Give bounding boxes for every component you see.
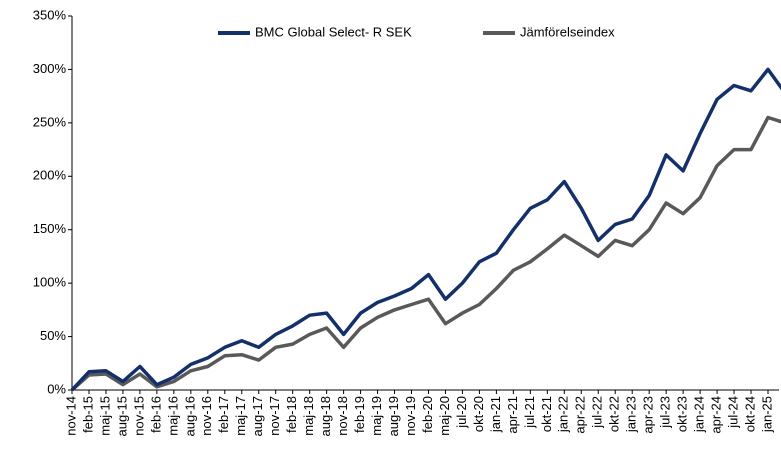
x-tick-label: nov-19 [403, 396, 418, 436]
x-tick-label: apr-23 [641, 396, 656, 434]
x-tick-label: nov-14 [63, 396, 78, 436]
x-tick-label: okt-24 [742, 396, 757, 432]
x-tick-label: aug-15 [114, 396, 129, 436]
series-line [70, 67, 781, 392]
x-tick-label: feb-19 [352, 396, 367, 433]
x-tick-label: maj-18 [301, 396, 316, 436]
x-tick-label: apr-22 [573, 396, 588, 434]
x-tick-label: nov-16 [199, 396, 214, 436]
x-tick-label: jul-23 [658, 396, 673, 429]
x-tick-label: maj-16 [165, 396, 180, 436]
x-tick-label: maj-19 [369, 396, 384, 436]
x-tick-label: nov-17 [267, 396, 282, 436]
x-tick-label: jul-21 [522, 396, 537, 429]
x-tick-label: maj-20 [437, 396, 452, 436]
x-tick-label: feb-16 [148, 396, 163, 433]
x-tick-label: feb-18 [284, 396, 299, 433]
x-tick-label: feb-17 [216, 396, 231, 433]
x-tick-label: aug-16 [182, 396, 197, 436]
x-tick-label: aug-17 [250, 396, 265, 436]
legend-label: BMC Global Select- R SEK [255, 24, 412, 39]
x-tick-label: jan-24 [692, 396, 707, 433]
x-tick-label: jul-20 [454, 396, 469, 429]
x-tick-label: aug-18 [318, 396, 333, 436]
x-tick-label: jul-24 [725, 396, 740, 429]
x-tick-label: okt-22 [607, 396, 622, 432]
x-tick-label: maj-17 [233, 396, 248, 436]
y-tick-label: 150% [33, 221, 67, 236]
legend-label: Jämförelseindex [520, 24, 615, 39]
x-tick-label: okt-20 [471, 396, 486, 432]
y-tick-label: 350% [33, 7, 67, 22]
y-tick-label: 100% [33, 275, 67, 290]
x-tick-label: feb-15 [80, 396, 95, 433]
x-tick-label: apr-21 [505, 396, 520, 434]
x-tick-label: jan-22 [556, 396, 571, 433]
x-tick-label: jul-22 [590, 396, 605, 429]
x-tick-label: maj-15 [97, 396, 112, 436]
x-tick-label: nov-15 [131, 396, 146, 436]
x-tick-label: feb-20 [420, 396, 435, 433]
y-tick-label: 0% [47, 381, 66, 396]
x-tick-label: okt-23 [675, 396, 690, 432]
x-tick-label: apr-24 [709, 396, 724, 434]
y-tick-label: 250% [33, 114, 67, 129]
x-tick-label: aug-19 [386, 396, 401, 436]
x-tick-label: jan-21 [488, 396, 503, 433]
y-tick-label: 300% [33, 61, 67, 76]
x-tick-label: okt-21 [539, 396, 554, 432]
y-tick-label: 50% [40, 328, 66, 343]
series-line [70, 115, 781, 392]
x-tick-label: jan-25 [759, 396, 774, 433]
x-tick-label: jan-23 [624, 396, 639, 433]
x-tick-label: nov-18 [335, 396, 350, 436]
y-tick-label: 200% [33, 168, 67, 183]
